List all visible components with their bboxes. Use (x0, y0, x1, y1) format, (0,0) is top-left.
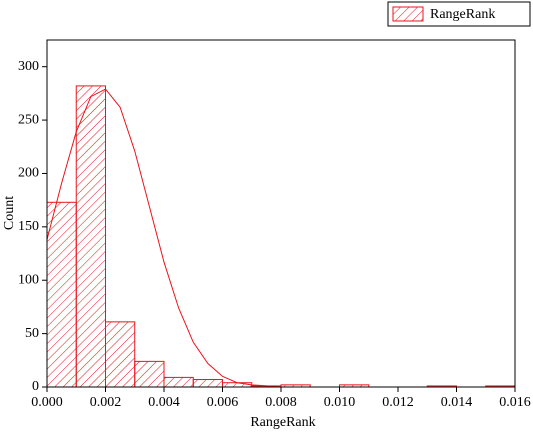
x-tick-label: 0.004 (148, 395, 180, 410)
y-tick-label: 300 (18, 59, 39, 74)
x-tick-label: 0.006 (207, 395, 239, 410)
histogram-bar (134, 360, 165, 388)
x-tick-label: 0.008 (265, 395, 297, 410)
y-tick-label: 100 (18, 272, 39, 287)
legend-swatch (392, 6, 424, 22)
y-tick-label: 0 (32, 379, 39, 394)
y-tick-label: 50 (25, 326, 39, 341)
histogram-bar (46, 201, 77, 388)
x-tick-label: 0.016 (499, 395, 531, 410)
y-tick-label: 150 (18, 219, 39, 234)
x-tick-label: 0.002 (90, 395, 122, 410)
histogram-bar (222, 382, 253, 388)
histogram-bar (163, 376, 194, 388)
x-tick-label: 0.000 (31, 395, 63, 410)
y-tick-label: 250 (18, 112, 39, 127)
histogram-bar (192, 379, 223, 388)
y-tick-label: 200 (18, 166, 39, 181)
x-tick-label: 0.012 (382, 395, 414, 410)
legend-label: RangeRank (430, 7, 495, 22)
x-tick-label: 0.010 (324, 395, 356, 410)
x-tick-label: 0.014 (441, 395, 473, 410)
histogram-bar (105, 321, 136, 388)
fit-curve (46, 88, 515, 388)
y-axis-label: Count (2, 196, 17, 230)
histogram-bar (75, 85, 106, 388)
x-axis-label: RangeRank (250, 415, 315, 430)
